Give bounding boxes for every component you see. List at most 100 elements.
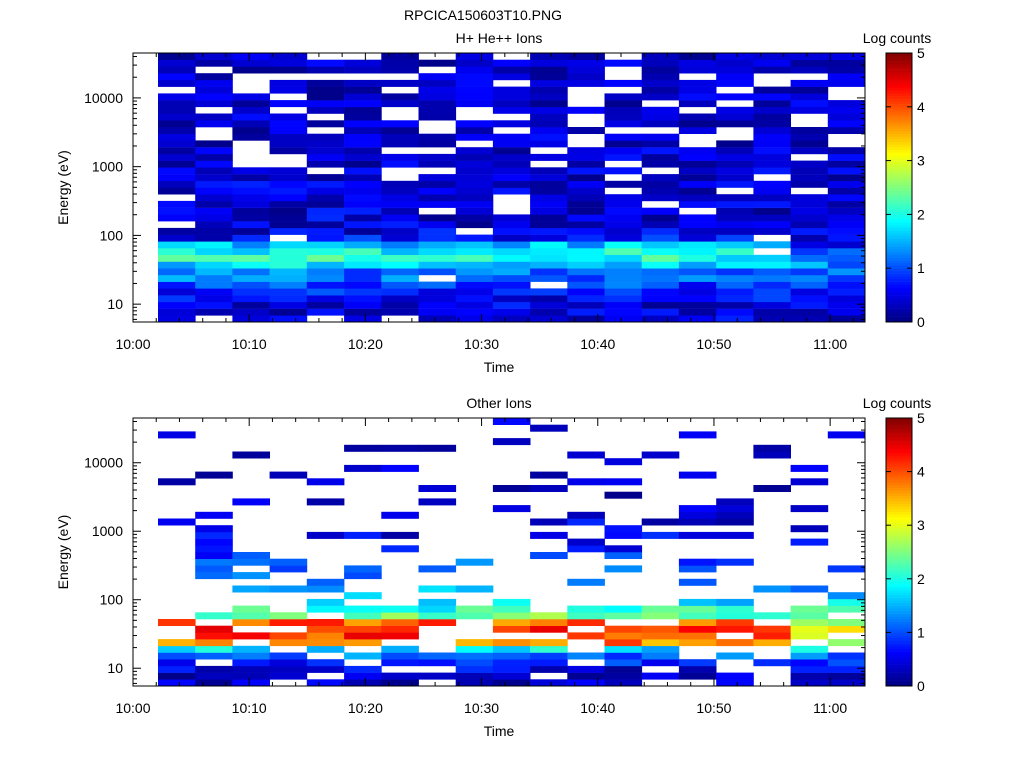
heatmap-cell xyxy=(641,113,680,121)
heatmap-cell xyxy=(418,585,457,593)
heatmap-cell xyxy=(827,241,866,249)
heatmap-cell xyxy=(344,207,382,215)
heatmap-cell xyxy=(567,295,605,303)
colorbar-step xyxy=(886,209,912,213)
heatmap-cell xyxy=(753,308,791,316)
heatmap-cell xyxy=(492,438,531,446)
heatmap-cell xyxy=(232,254,270,262)
heatmap-cell xyxy=(232,552,270,559)
heatmap-cell xyxy=(306,665,345,673)
heatmap-cell xyxy=(641,234,680,242)
colorbar-tick-label: 1 xyxy=(917,260,925,276)
heatmap-cell xyxy=(381,79,419,87)
heatmap-cell xyxy=(158,301,196,309)
heatmap-cell xyxy=(418,444,457,452)
heatmap-cell xyxy=(306,659,345,667)
heatmap-cell xyxy=(604,478,643,486)
heatmap-cell xyxy=(158,268,196,276)
colorbar-step xyxy=(886,613,912,617)
colorbar-step xyxy=(886,71,912,75)
heatmap-cell xyxy=(530,518,568,526)
heatmap-cell xyxy=(530,471,568,479)
heatmap-cell xyxy=(158,147,196,155)
heatmap-cell xyxy=(604,552,643,559)
heatmap-cell xyxy=(381,140,419,148)
heatmap-cell xyxy=(381,194,419,202)
heatmap-cell xyxy=(195,59,233,67)
heatmap-cell xyxy=(827,295,866,303)
heatmap-cell xyxy=(455,659,494,667)
heatmap-cell xyxy=(344,180,382,188)
heatmap-cell xyxy=(232,281,270,289)
heatmap-cell xyxy=(604,565,643,573)
colorbar-tick-label: 3 xyxy=(917,153,925,169)
x-axis-label: Time xyxy=(484,723,515,739)
heatmap-cell xyxy=(418,227,457,235)
heatmap-cell xyxy=(269,187,308,195)
x-tick-label: 10:50 xyxy=(696,336,731,352)
heatmap-cell xyxy=(678,200,717,208)
heatmap-cell xyxy=(678,227,717,235)
heatmap-cell xyxy=(306,106,345,114)
heatmap-cell xyxy=(381,295,419,303)
heatmap-cell xyxy=(158,261,196,269)
colorbar-step xyxy=(886,554,912,558)
heatmap-cell xyxy=(530,315,568,323)
heatmap-cell xyxy=(567,612,605,620)
heatmap-cell xyxy=(306,625,345,633)
colorbar-step xyxy=(886,661,912,665)
heatmap-cell xyxy=(492,160,531,168)
colorbar-step xyxy=(886,431,912,435)
heatmap-cell xyxy=(344,625,382,633)
heatmap-cell xyxy=(790,645,829,653)
heatmap-cell xyxy=(158,672,196,680)
colorbar-step xyxy=(886,637,912,641)
colorbar-step xyxy=(886,428,912,432)
colorbar-step xyxy=(886,525,912,529)
heatmap-cell xyxy=(530,679,568,687)
heatmap-cell xyxy=(344,133,382,141)
colorbar-step xyxy=(886,610,912,614)
heatmap-cell xyxy=(269,274,308,282)
colorbar-step xyxy=(886,450,912,454)
heatmap-cell xyxy=(716,531,754,539)
heatmap-cell xyxy=(790,268,829,276)
heatmap-cell xyxy=(641,632,680,640)
colorbar-step xyxy=(886,482,912,486)
heatmap-cell xyxy=(492,505,531,513)
heatmap-cell xyxy=(567,194,605,202)
heatmap-cell xyxy=(195,241,233,249)
colorbar-step xyxy=(886,640,912,644)
heatmap-cell xyxy=(753,268,791,276)
heatmap-cell xyxy=(158,127,196,134)
heatmap-cell xyxy=(195,100,233,108)
heatmap-cell xyxy=(790,194,829,202)
heatmap-cell xyxy=(530,140,568,148)
heatmap-cell xyxy=(269,612,308,620)
heatmap-cell xyxy=(232,585,270,593)
heatmap-cell xyxy=(567,578,605,586)
heatmap-cell xyxy=(418,140,457,148)
heatmap-cell xyxy=(641,451,680,459)
heatmap-cell xyxy=(195,281,233,289)
heatmap-cell xyxy=(641,625,680,633)
heatmap-cell xyxy=(195,538,233,546)
colorbar-step xyxy=(886,487,912,491)
heatmap-cell xyxy=(678,301,717,309)
heatmap-cell xyxy=(381,227,419,235)
colorbar-step xyxy=(886,243,912,247)
heatmap-cell xyxy=(641,261,680,269)
heatmap-cell xyxy=(195,545,233,553)
heatmap-cell xyxy=(344,572,382,580)
heatmap-cell xyxy=(492,140,531,148)
colorbar-step xyxy=(886,104,912,108)
heatmap-cell xyxy=(827,301,866,309)
heatmap-cell xyxy=(604,79,643,87)
colorbar-step xyxy=(886,458,912,462)
heatmap-cell xyxy=(827,308,866,316)
heatmap-cell xyxy=(232,221,270,229)
colorbar-step xyxy=(886,653,912,657)
colorbar-step xyxy=(886,174,912,178)
heatmap-cell xyxy=(455,207,494,215)
